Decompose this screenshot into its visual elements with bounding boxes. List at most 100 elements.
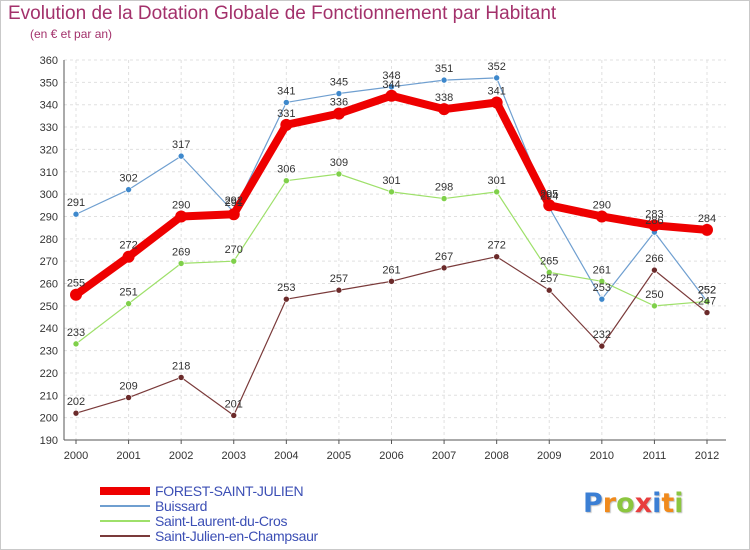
y-tick-label: 330 bbox=[40, 122, 58, 134]
data-label-3: 257 bbox=[540, 273, 558, 285]
x-tick-label: 2011 bbox=[643, 450, 667, 462]
data-label-1: 252 bbox=[698, 284, 716, 296]
data-label-0: 331 bbox=[277, 108, 295, 120]
y-tick-label: 200 bbox=[40, 413, 58, 425]
data-point-2 bbox=[72, 340, 80, 348]
data-label-0: 255 bbox=[67, 278, 85, 290]
data-point-1 bbox=[335, 90, 343, 97]
y-tick-label: 320 bbox=[40, 144, 58, 156]
data-label-1: 292 bbox=[225, 195, 243, 207]
x-tick-label: 2001 bbox=[116, 450, 140, 462]
data-point-0 bbox=[227, 208, 240, 221]
data-point-3 bbox=[125, 394, 132, 401]
logo-letter: i bbox=[674, 488, 684, 519]
logo-letter: o bbox=[616, 488, 635, 519]
data-label-1: 351 bbox=[435, 63, 453, 75]
data-label-2: 250 bbox=[645, 289, 663, 301]
x-tick-label: 2010 bbox=[590, 450, 614, 462]
logo-letter: r bbox=[602, 488, 617, 519]
data-label-3: 272 bbox=[487, 240, 505, 252]
y-tick-label: 230 bbox=[40, 346, 58, 358]
data-label-2: 269 bbox=[172, 246, 190, 258]
data-point-2 bbox=[440, 195, 448, 202]
logo-letter: i bbox=[652, 488, 662, 519]
data-point-0 bbox=[595, 210, 608, 223]
data-point-3 bbox=[493, 253, 500, 261]
data-label-2: 252 bbox=[698, 284, 716, 296]
y-tick-label: 360 bbox=[40, 55, 58, 67]
data-point-2 bbox=[177, 260, 185, 267]
data-point-0 bbox=[70, 288, 82, 301]
data-label-0: 338 bbox=[435, 92, 453, 104]
data-label-3: 257 bbox=[330, 273, 348, 285]
legend-swatch bbox=[100, 487, 150, 495]
x-tick-label: 2007 bbox=[432, 450, 456, 462]
data-point-0 bbox=[175, 210, 188, 223]
data-point-1 bbox=[125, 186, 132, 193]
data-point-0 bbox=[385, 89, 398, 102]
x-tick-label: 2005 bbox=[327, 450, 351, 462]
y-tick-label: 280 bbox=[40, 234, 58, 246]
data-point-3 bbox=[440, 264, 448, 272]
data-label-2: 261 bbox=[593, 264, 611, 276]
legend-swatch bbox=[100, 520, 150, 522]
data-label-0: 283 bbox=[645, 208, 663, 220]
data-point-1 bbox=[598, 295, 606, 303]
data-point-2 bbox=[493, 188, 500, 196]
y-tick-label: 270 bbox=[40, 256, 58, 268]
logo-letter: t bbox=[661, 488, 675, 519]
data-point-0 bbox=[543, 199, 556, 212]
data-label-2: 298 bbox=[435, 182, 453, 194]
data-point-1 bbox=[177, 152, 185, 160]
data-point-3 bbox=[335, 286, 343, 294]
data-label-0: 291 bbox=[225, 197, 243, 209]
data-point-1 bbox=[493, 74, 500, 82]
data-label-1: 341 bbox=[277, 85, 295, 97]
data-point-1 bbox=[440, 76, 448, 84]
data-point-3 bbox=[230, 412, 238, 419]
data-label-2: 270 bbox=[225, 244, 243, 256]
legend-swatch bbox=[100, 505, 150, 507]
data-point-0 bbox=[122, 250, 135, 263]
data-point-3 bbox=[545, 286, 553, 294]
data-point-3 bbox=[388, 277, 395, 285]
y-tick-label: 340 bbox=[40, 100, 58, 112]
x-tick-label: 2002 bbox=[169, 450, 193, 462]
y-tick-label: 250 bbox=[40, 301, 58, 313]
data-point-3 bbox=[177, 374, 185, 381]
logo-letter: x bbox=[634, 488, 653, 519]
data-label-2: 306 bbox=[277, 164, 295, 176]
data-label-0: 344 bbox=[382, 79, 400, 91]
x-tick-label: 2012 bbox=[695, 450, 719, 462]
x-tick-label: 2003 bbox=[222, 450, 246, 462]
data-label-3: 218 bbox=[172, 360, 190, 372]
data-point-0 bbox=[280, 118, 293, 131]
y-tick-label: 220 bbox=[40, 368, 58, 380]
chart-subtitle: (en € et par an) bbox=[30, 27, 113, 41]
data-point-3 bbox=[283, 295, 290, 303]
data-label-0: 284 bbox=[698, 213, 716, 225]
data-point-2 bbox=[230, 257, 238, 265]
legend-swatch bbox=[100, 535, 150, 537]
data-label-3: 232 bbox=[593, 329, 611, 341]
data-label-2: 233 bbox=[67, 327, 85, 339]
data-label-2: 265 bbox=[540, 255, 558, 267]
data-label-1: 302 bbox=[119, 173, 137, 185]
data-point-3 bbox=[703, 309, 711, 316]
data-label-3: 247 bbox=[698, 296, 716, 308]
grid bbox=[64, 59, 726, 441]
x-tick-label: 2000 bbox=[64, 450, 88, 462]
proxiti-logo: Proxiti bbox=[583, 488, 684, 519]
data-label-0: 272 bbox=[119, 240, 137, 252]
x-tick-label: 2006 bbox=[379, 450, 403, 462]
y-tick-label: 240 bbox=[40, 323, 58, 335]
data-point-2 bbox=[651, 302, 658, 310]
y-tick-label: 210 bbox=[40, 390, 58, 402]
y-tick-label: 260 bbox=[40, 279, 58, 291]
data-point-3 bbox=[651, 266, 658, 274]
data-point-2 bbox=[545, 269, 553, 276]
data-label-0: 336 bbox=[330, 97, 348, 109]
data-label-2: 309 bbox=[330, 157, 348, 169]
